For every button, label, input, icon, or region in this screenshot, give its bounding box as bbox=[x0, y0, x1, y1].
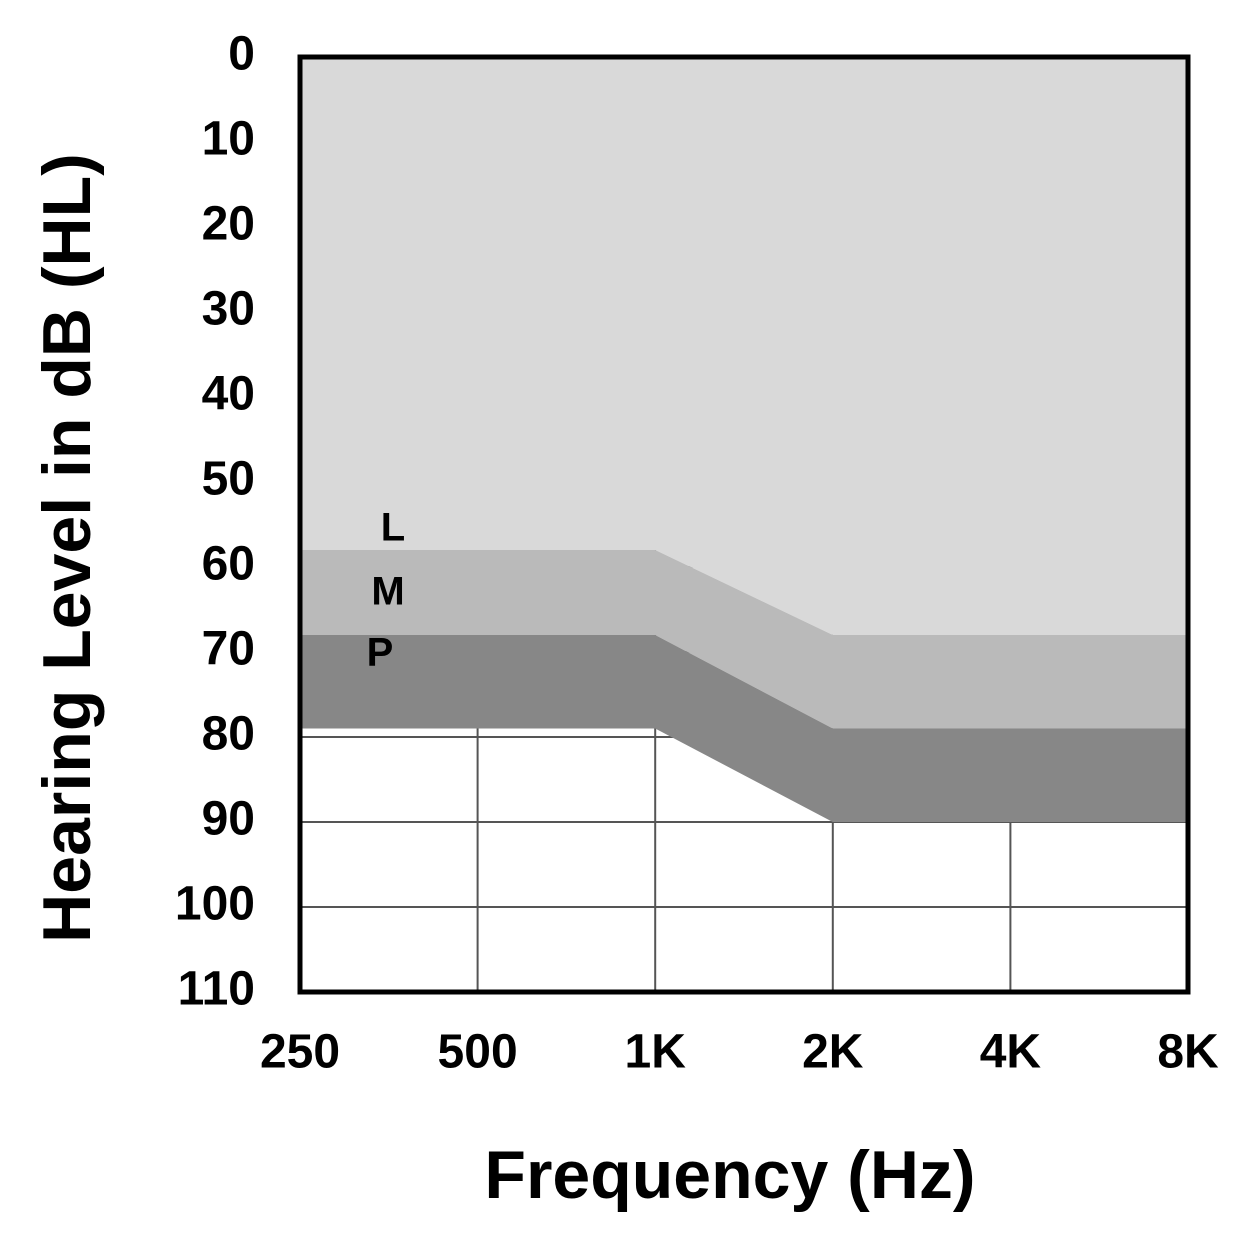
band-area bbox=[300, 635, 1188, 822]
x-tick-label: 4K bbox=[980, 1026, 1042, 1079]
y-tick-label: 70 bbox=[202, 623, 255, 676]
band-area bbox=[300, 550, 1188, 729]
y-tick-label: 80 bbox=[202, 708, 255, 761]
plot-frame bbox=[297, 54, 1191, 995]
y-tick-label: 0 bbox=[228, 28, 255, 81]
y-tick-label: 30 bbox=[202, 283, 255, 336]
y-tick-label: 90 bbox=[202, 793, 255, 846]
band-label: P bbox=[367, 631, 394, 675]
band-label: L bbox=[381, 506, 405, 550]
band-area bbox=[300, 57, 1188, 635]
x-tick-label: 250 bbox=[260, 1026, 340, 1079]
x-tick-label: 8K bbox=[1157, 1026, 1219, 1079]
y-tick-label: 60 bbox=[202, 538, 255, 591]
y-tick-label: 10 bbox=[202, 113, 255, 166]
y-tick-label: 50 bbox=[202, 453, 255, 506]
band-label: M bbox=[371, 570, 404, 614]
x-tick-label: 500 bbox=[438, 1026, 518, 1079]
y-tick-label: 20 bbox=[202, 198, 255, 251]
y-tick-label: 40 bbox=[202, 368, 255, 421]
x-tick-label: 2K bbox=[802, 1026, 864, 1079]
y-axis-title: Hearing Level in dB (HL) bbox=[29, 153, 105, 943]
x-tick-label: 1K bbox=[625, 1026, 687, 1079]
y-tick-label: 100 bbox=[175, 878, 255, 931]
x-axis-title: Frequency (Hz) bbox=[484, 1137, 975, 1213]
y-tick-label: 110 bbox=[178, 963, 255, 1016]
